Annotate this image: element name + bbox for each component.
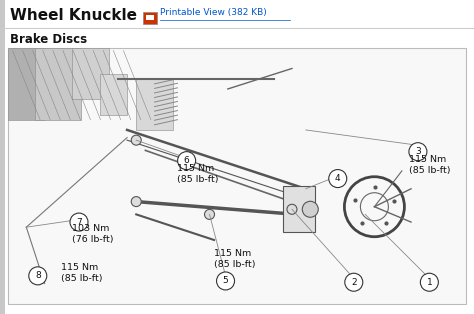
Bar bbox=[283, 186, 315, 232]
Bar bbox=[72, 48, 109, 99]
Bar bbox=[100, 73, 127, 115]
Circle shape bbox=[178, 152, 196, 170]
Bar bbox=[143, 12, 157, 24]
Text: (85 lb-ft): (85 lb-ft) bbox=[61, 274, 102, 283]
Text: (85 lb-ft): (85 lb-ft) bbox=[177, 175, 219, 184]
Circle shape bbox=[217, 272, 235, 290]
Text: (85 lb-ft): (85 lb-ft) bbox=[409, 166, 450, 175]
Text: 3: 3 bbox=[415, 147, 421, 156]
Circle shape bbox=[302, 201, 318, 217]
Text: 5: 5 bbox=[223, 276, 228, 285]
Text: (85 lb-ft): (85 lb-ft) bbox=[214, 260, 255, 269]
Text: 115 Nm: 115 Nm bbox=[61, 263, 98, 272]
Circle shape bbox=[287, 204, 297, 214]
Circle shape bbox=[204, 209, 215, 219]
Text: 7: 7 bbox=[76, 218, 82, 227]
Circle shape bbox=[409, 143, 427, 161]
Text: 115 Nm: 115 Nm bbox=[177, 164, 215, 173]
Bar bbox=[146, 15, 154, 20]
Circle shape bbox=[70, 213, 88, 231]
Text: 1: 1 bbox=[427, 278, 432, 287]
Bar bbox=[0, 0, 5, 314]
Text: Wheel Knuckle: Wheel Knuckle bbox=[10, 8, 137, 23]
Text: 6: 6 bbox=[184, 156, 190, 165]
Text: 103 Nm: 103 Nm bbox=[72, 225, 109, 233]
Circle shape bbox=[345, 273, 363, 291]
Text: Printable View (382 KB): Printable View (382 KB) bbox=[160, 8, 267, 17]
Text: (76 lb-ft): (76 lb-ft) bbox=[72, 236, 114, 244]
Bar bbox=[136, 79, 173, 130]
Circle shape bbox=[131, 197, 141, 207]
Bar bbox=[36, 48, 81, 120]
Text: 115 Nm: 115 Nm bbox=[409, 155, 446, 164]
Bar bbox=[8, 48, 466, 304]
Bar bbox=[8, 48, 45, 120]
Circle shape bbox=[131, 135, 141, 145]
Text: 115 Nm: 115 Nm bbox=[214, 249, 251, 258]
Text: 2: 2 bbox=[351, 278, 356, 287]
Circle shape bbox=[420, 273, 438, 291]
Text: 4: 4 bbox=[335, 174, 341, 183]
Text: Brake Discs: Brake Discs bbox=[10, 33, 87, 46]
Text: 8: 8 bbox=[35, 271, 41, 280]
Circle shape bbox=[29, 267, 47, 285]
Circle shape bbox=[329, 170, 347, 187]
